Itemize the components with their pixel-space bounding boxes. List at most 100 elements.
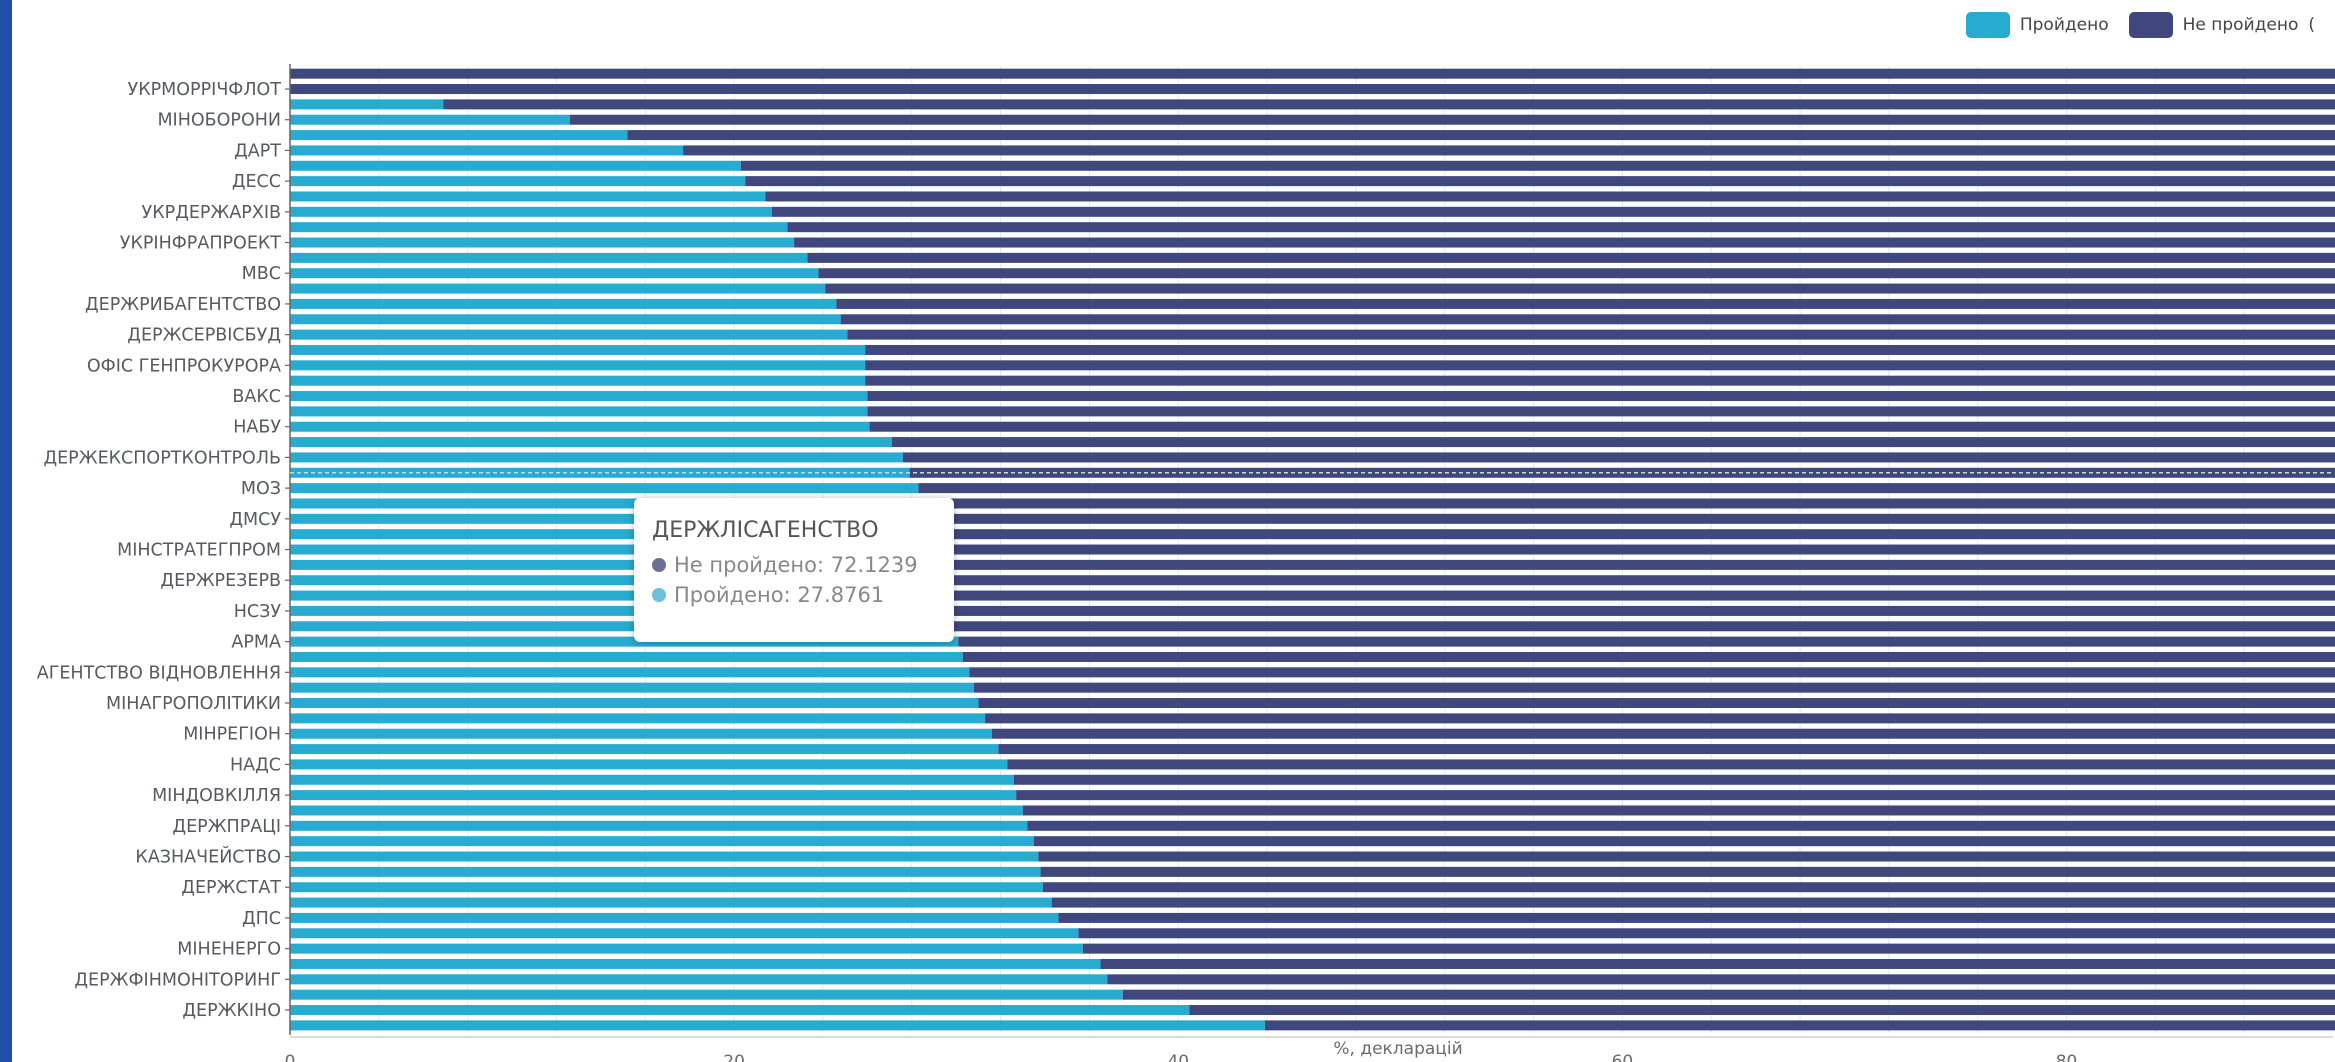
bar-passed[interactable] [290,820,1028,831]
bar-failed[interactable] [942,575,2335,586]
bar-failed[interactable] [290,68,2335,79]
bar-passed[interactable] [290,882,1043,893]
bar-failed[interactable] [818,268,2335,279]
bar-failed[interactable] [865,360,2335,371]
bar-passed[interactable] [290,130,628,141]
bar-passed[interactable] [290,360,866,371]
bar-failed[interactable] [765,191,2335,202]
legend-item-passed[interactable]: Пройдено [1965,12,2109,38]
bar-passed[interactable] [290,375,866,386]
bar-failed[interactable] [953,621,2335,632]
bar-passed[interactable] [290,682,974,693]
bar-passed[interactable] [290,651,963,662]
bar-passed[interactable] [290,774,1014,785]
bar-passed[interactable] [290,1005,1190,1016]
bar-failed[interactable] [947,590,2335,601]
bar-failed[interactable] [865,375,2335,386]
bar-passed[interactable] [290,498,923,509]
bar-passed[interactable] [290,559,941,570]
bar-failed[interactable] [1027,820,2335,831]
bar-failed[interactable] [1013,774,2335,785]
bar-passed[interactable] [290,989,1123,1000]
bar-failed[interactable] [1016,790,2335,801]
bar-failed[interactable] [867,406,2335,417]
bar-failed[interactable] [1100,958,2335,969]
bar-failed[interactable] [1078,928,2335,939]
bar-passed[interactable] [290,1020,1265,1031]
bar-failed[interactable] [951,605,2335,616]
bar-passed[interactable] [290,452,903,463]
bar-failed[interactable] [1051,897,2335,908]
bar-passed[interactable] [290,667,970,678]
bar-passed[interactable] [290,790,1017,801]
bar-failed[interactable] [891,437,2335,448]
bar-failed[interactable] [794,237,2335,248]
bar-failed[interactable] [958,636,2335,647]
bar-passed[interactable] [290,544,939,555]
bar-passed[interactable] [290,206,772,217]
bar-passed[interactable] [290,314,841,325]
bar-passed[interactable] [290,866,1041,877]
bar-failed[interactable] [962,651,2335,662]
bar-failed[interactable] [683,145,2335,156]
bar-failed[interactable] [869,421,2335,432]
bar-passed[interactable] [290,391,868,402]
bar-failed[interactable] [973,682,2335,693]
bar-failed[interactable] [922,498,2335,509]
bar-failed[interactable] [925,513,2335,524]
bar-passed[interactable] [290,114,570,125]
bar-passed[interactable] [290,621,954,632]
bar-passed[interactable] [290,483,919,494]
bar-failed[interactable] [569,114,2335,125]
bar-failed[interactable] [740,160,2335,171]
bar-failed[interactable] [991,728,2335,739]
bar-failed[interactable] [1040,866,2335,877]
bar-passed[interactable] [290,897,1052,908]
bar-passed[interactable] [290,958,1101,969]
bar-failed[interactable] [985,713,2335,724]
bar-failed[interactable] [443,99,2335,110]
bar-passed[interactable] [290,974,1108,985]
bar-passed[interactable] [290,252,808,263]
bar-failed[interactable] [290,84,2335,95]
bar-passed[interactable] [290,851,1039,862]
bar-passed[interactable] [290,728,992,739]
bar-passed[interactable] [290,437,892,448]
bar-failed[interactable] [745,176,2335,187]
bar-failed[interactable] [867,391,2335,402]
bar-failed[interactable] [1033,836,2335,847]
bar-passed[interactable] [290,943,1083,954]
bar-passed[interactable] [290,145,684,156]
bar-failed[interactable] [1107,974,2335,985]
bar-passed[interactable] [290,759,1008,770]
bar-failed[interactable] [771,206,2335,217]
bar-passed[interactable] [290,421,870,432]
bar-failed[interactable] [1038,851,2335,862]
bar-failed[interactable] [787,222,2335,233]
bar-failed[interactable] [836,298,2335,309]
bar-passed[interactable] [290,805,1023,816]
bar-passed[interactable] [290,298,837,309]
bar-passed[interactable] [290,268,819,279]
bar-failed[interactable] [840,314,2335,325]
bar-passed[interactable] [290,713,986,724]
bar-failed[interactable] [998,744,2335,755]
bar-failed[interactable] [933,529,2335,540]
bar-passed[interactable] [290,222,788,233]
bar-failed[interactable] [1007,759,2335,770]
bar-passed[interactable] [290,406,868,417]
bar-passed[interactable] [290,590,948,601]
bar-failed[interactable] [865,344,2335,355]
bar-failed[interactable] [1042,882,2335,893]
bar-failed[interactable] [807,252,2335,263]
bar-failed[interactable] [1082,943,2335,954]
bar-failed[interactable] [847,329,2335,340]
bar-passed[interactable] [290,176,746,187]
bar-failed[interactable] [1058,912,2335,923]
bar-passed[interactable] [290,160,741,171]
bar-failed[interactable] [1189,1005,2335,1016]
bar-failed[interactable] [969,667,2335,678]
bar-passed[interactable] [290,344,866,355]
bar-passed[interactable] [290,99,444,110]
bar-failed[interactable] [1122,989,2335,1000]
